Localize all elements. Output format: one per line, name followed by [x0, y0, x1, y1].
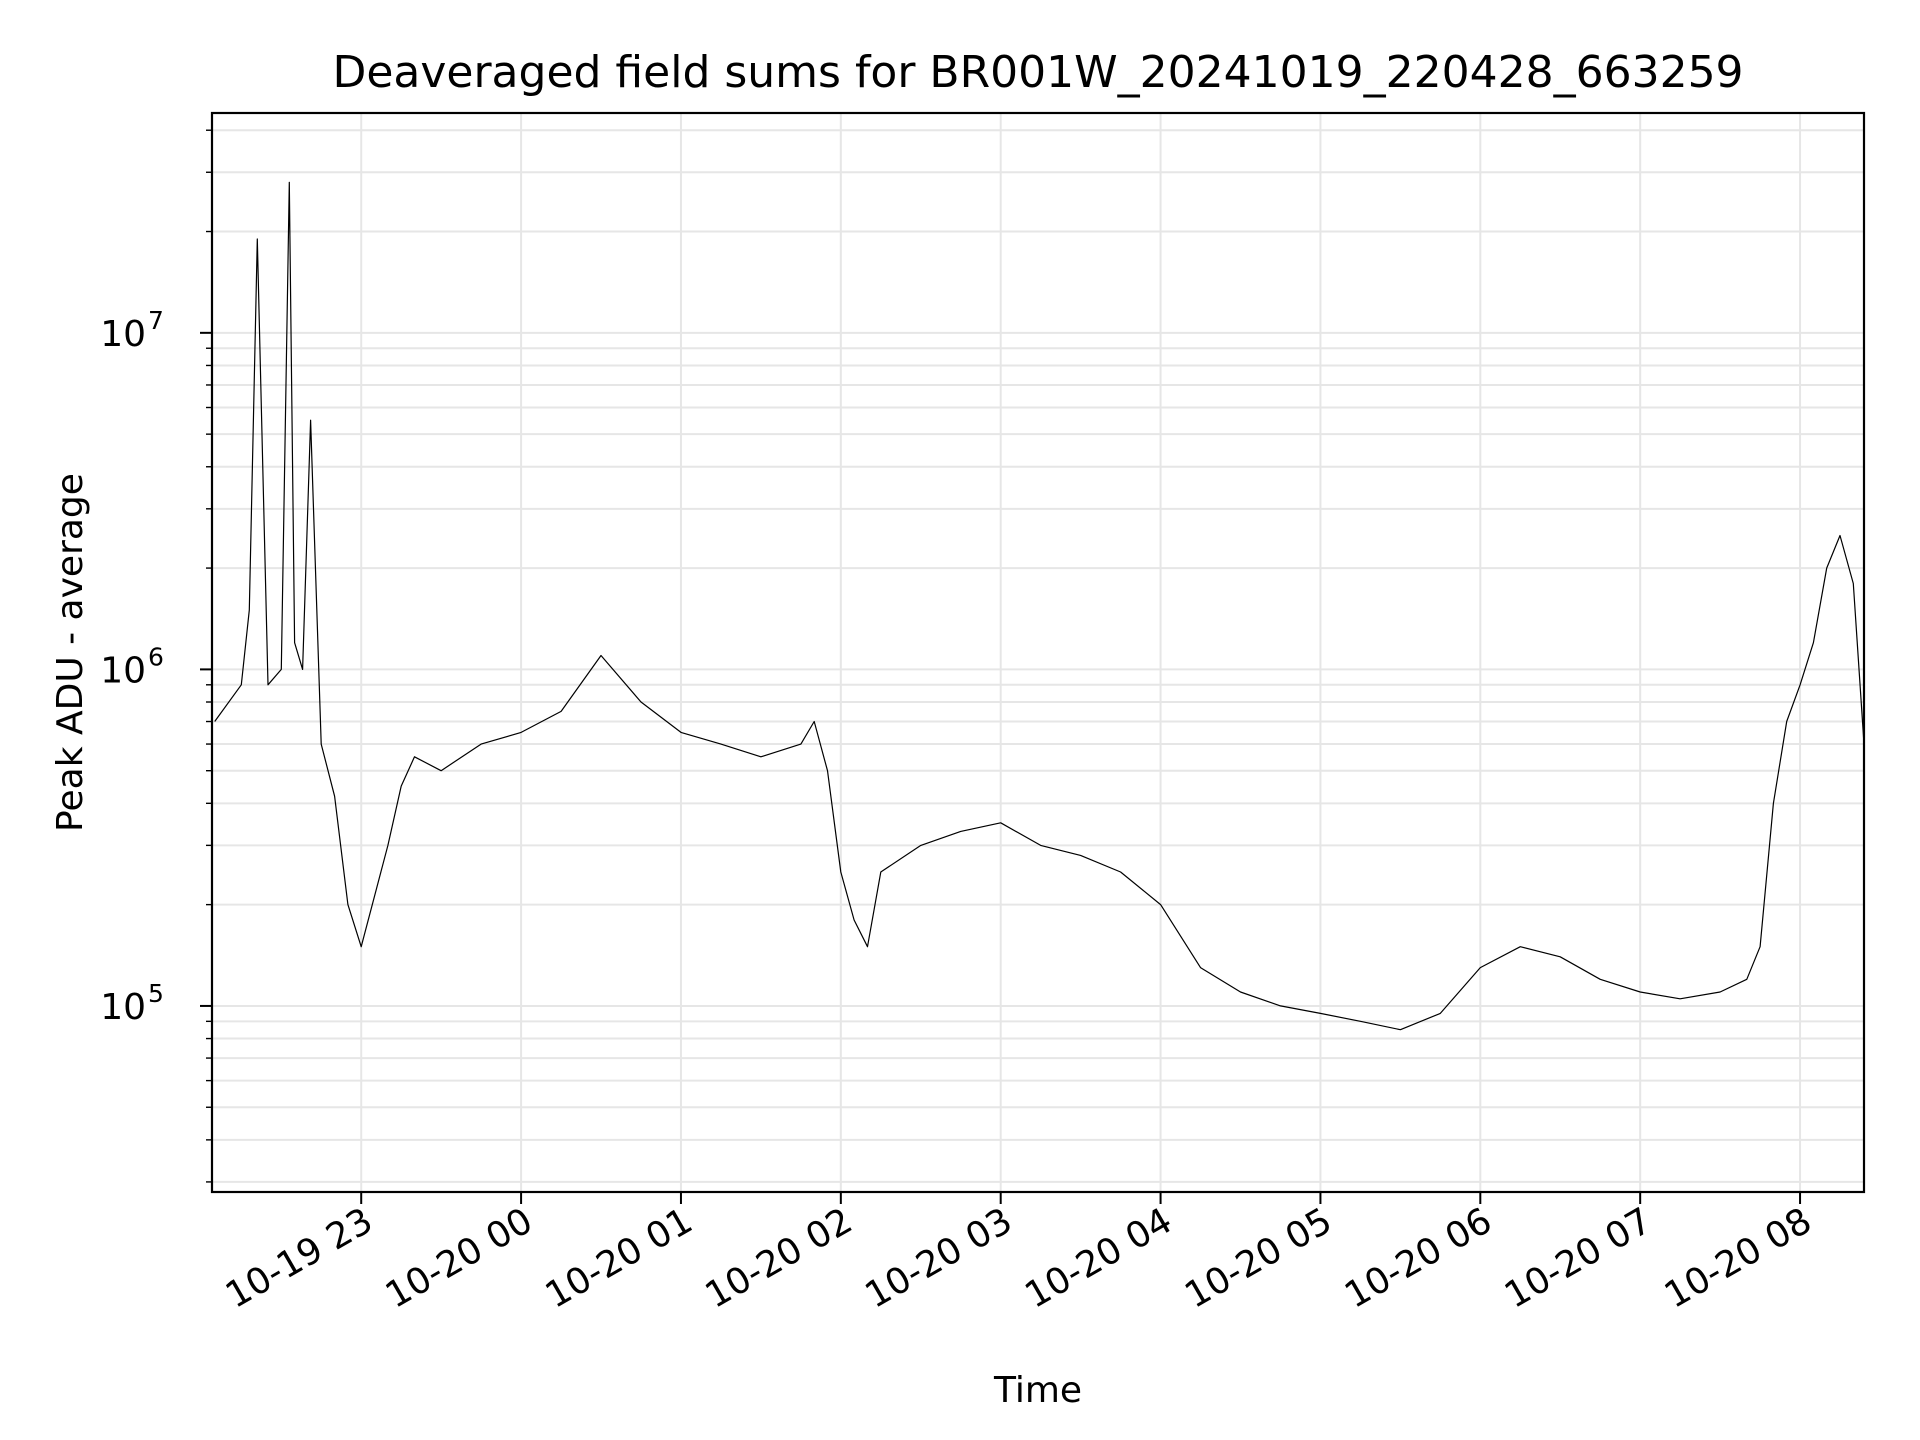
y-axis-label: Peak ADU - average [50, 473, 91, 832]
y-tick-exponent: 6 [148, 642, 164, 671]
y-tick-label: 10 7 [100, 306, 164, 355]
y-tick-base: 10 [100, 987, 146, 1028]
axis-ticks [200, 129, 1802, 1204]
chart-title: Deaveraged field sums for BR001W_2024101… [332, 47, 1743, 98]
y-tick-base: 10 [100, 650, 146, 691]
x-axis-label: Time [993, 1370, 1082, 1411]
data-series [214, 181, 1865, 1031]
y-tick-base: 10 [100, 314, 146, 355]
series-line [214, 181, 1865, 1031]
y-tick-label: 10 6 [100, 642, 164, 691]
grid [212, 113, 1864, 1192]
plot-frame [210, 111, 1866, 1194]
y-tick-label: 10 5 [100, 979, 164, 1028]
y-tick-exponent: 7 [148, 306, 164, 335]
y-tick-exponent: 5 [148, 979, 164, 1008]
